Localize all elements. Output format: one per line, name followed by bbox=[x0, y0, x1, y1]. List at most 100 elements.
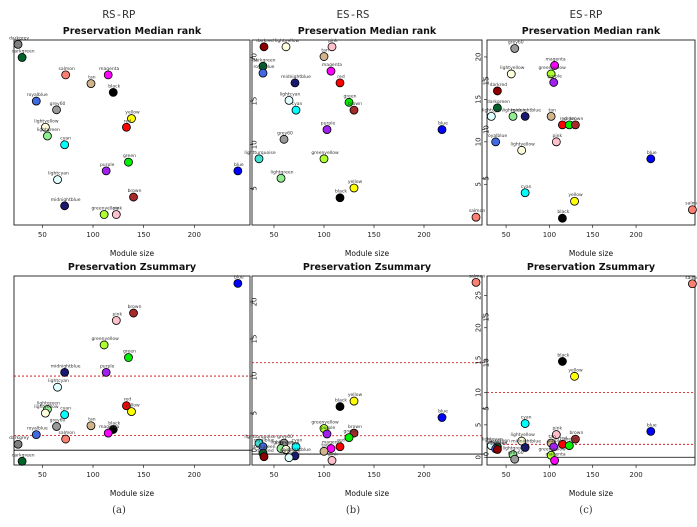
x-axis-label: Module size bbox=[345, 249, 390, 258]
data-point bbox=[322, 429, 332, 439]
point-label: darkgreen bbox=[12, 48, 35, 54]
point-label: blue bbox=[647, 422, 657, 428]
data-point bbox=[101, 367, 111, 377]
point-label: greenyellow bbox=[91, 206, 119, 212]
x-tick-label: 50 bbox=[502, 231, 511, 239]
column-title-es-rs: ES-RS bbox=[336, 8, 370, 21]
y-tick-label: 15 bbox=[251, 335, 259, 344]
point-label: grey60 bbox=[50, 101, 66, 107]
point-label: lightgreen bbox=[37, 400, 60, 406]
x-tick-label: 150 bbox=[367, 471, 380, 479]
point-label: cyan bbox=[60, 137, 71, 142]
point-label: darkgrey bbox=[9, 435, 29, 441]
panel-2: Preservation Median rank 50 100 150 200 5 10 15… bbox=[244, 26, 490, 258]
point-label: royalblue bbox=[254, 64, 275, 70]
point-label: lightgreen bbox=[37, 127, 60, 133]
data-point bbox=[471, 212, 481, 222]
point-label: tan bbox=[321, 48, 329, 54]
y-tick-label: 20 bbox=[251, 297, 259, 306]
y-tick-label: 20 bbox=[251, 53, 259, 62]
data-point bbox=[103, 70, 113, 80]
data-point bbox=[43, 131, 52, 141]
panel-title: Preservation Median rank bbox=[63, 26, 202, 37]
subcaption-b: (b) bbox=[345, 505, 361, 516]
point-label: black bbox=[335, 189, 347, 195]
data-point bbox=[52, 422, 61, 431]
point-label: cyan bbox=[292, 102, 303, 107]
point-label: tan bbox=[548, 107, 556, 113]
data-point bbox=[688, 205, 697, 215]
data-point bbox=[99, 340, 109, 350]
point-label: red bbox=[560, 116, 568, 122]
data-point bbox=[437, 413, 447, 422]
y-tick-label: 0 bbox=[251, 448, 259, 452]
data-point bbox=[103, 428, 113, 438]
x-tick-label: 100 bbox=[86, 471, 99, 479]
data-point bbox=[344, 433, 354, 443]
data-point bbox=[233, 279, 243, 288]
point-label: black bbox=[557, 209, 569, 215]
data-point bbox=[335, 442, 345, 452]
data-point bbox=[319, 52, 329, 61]
x-tick-label: 50 bbox=[270, 471, 279, 479]
data-point bbox=[290, 78, 300, 88]
data-point bbox=[60, 367, 70, 377]
point-label: lightyellow bbox=[510, 141, 535, 147]
point-label: salmon bbox=[58, 430, 74, 436]
panel-title: Preservation Median rank bbox=[522, 26, 661, 37]
data-point bbox=[322, 125, 332, 134]
point-label: salmon bbox=[685, 275, 697, 281]
point-label: lightcyan bbox=[48, 378, 69, 384]
point-label: salmon bbox=[469, 273, 485, 279]
x-tick-label: 100 bbox=[543, 231, 556, 239]
point-label: purple bbox=[100, 363, 115, 369]
subcaption-c: (c) bbox=[579, 505, 593, 516]
x-tick-label: 200 bbox=[629, 471, 642, 479]
x-axis-label: Module size bbox=[110, 489, 155, 498]
y-tick-label: 10 bbox=[251, 372, 259, 381]
point-label: red bbox=[337, 438, 345, 444]
point-label: lightgreen bbox=[271, 169, 294, 175]
point-label: lightgreen bbox=[503, 107, 526, 113]
point-label: darkred bbox=[256, 38, 274, 44]
data-point bbox=[259, 452, 269, 462]
data-point bbox=[122, 122, 131, 132]
data-point bbox=[53, 382, 62, 392]
point-label: greenyellow bbox=[538, 65, 566, 71]
point-label: royalblue bbox=[254, 438, 275, 444]
x-axis-label: Module size bbox=[569, 249, 614, 258]
data-point bbox=[335, 78, 345, 88]
point-label: purple bbox=[321, 121, 336, 127]
x-tick-label: 150 bbox=[137, 231, 150, 239]
data-point bbox=[281, 42, 291, 52]
point-label: purple bbox=[548, 73, 563, 79]
y-tick-label: 15 bbox=[251, 97, 259, 106]
point-label: pink bbox=[328, 38, 338, 44]
y-tick-label: 10 bbox=[474, 137, 482, 146]
point-label: lightyellow bbox=[510, 432, 535, 438]
data-point bbox=[558, 213, 567, 223]
x-tick-label: 100 bbox=[317, 471, 330, 479]
point-label: black bbox=[557, 352, 569, 358]
point-label: magenta bbox=[99, 66, 119, 72]
data-point bbox=[646, 154, 656, 164]
point-label: green bbox=[564, 437, 577, 443]
point-label: royalblue bbox=[486, 133, 507, 139]
data-point bbox=[326, 66, 336, 76]
point-label: blue bbox=[647, 150, 657, 156]
data-point bbox=[344, 97, 354, 107]
point-label: yellow bbox=[348, 179, 363, 185]
data-point bbox=[13, 39, 23, 49]
point-label: green bbox=[123, 153, 136, 159]
point-label: brown bbox=[348, 424, 362, 430]
point-label: red bbox=[124, 397, 132, 403]
point-label: midnightblue bbox=[511, 107, 541, 113]
panel-3: Preservation Median rank 50 100 150 200 5 10 15… bbox=[474, 26, 697, 258]
data-point bbox=[550, 456, 559, 465]
data-point bbox=[520, 419, 530, 428]
point-label: grey60 bbox=[277, 130, 293, 136]
point-label: salmon bbox=[469, 208, 485, 214]
point-label: midnightblue bbox=[511, 439, 541, 445]
subcaption-a: (a) bbox=[112, 505, 126, 516]
